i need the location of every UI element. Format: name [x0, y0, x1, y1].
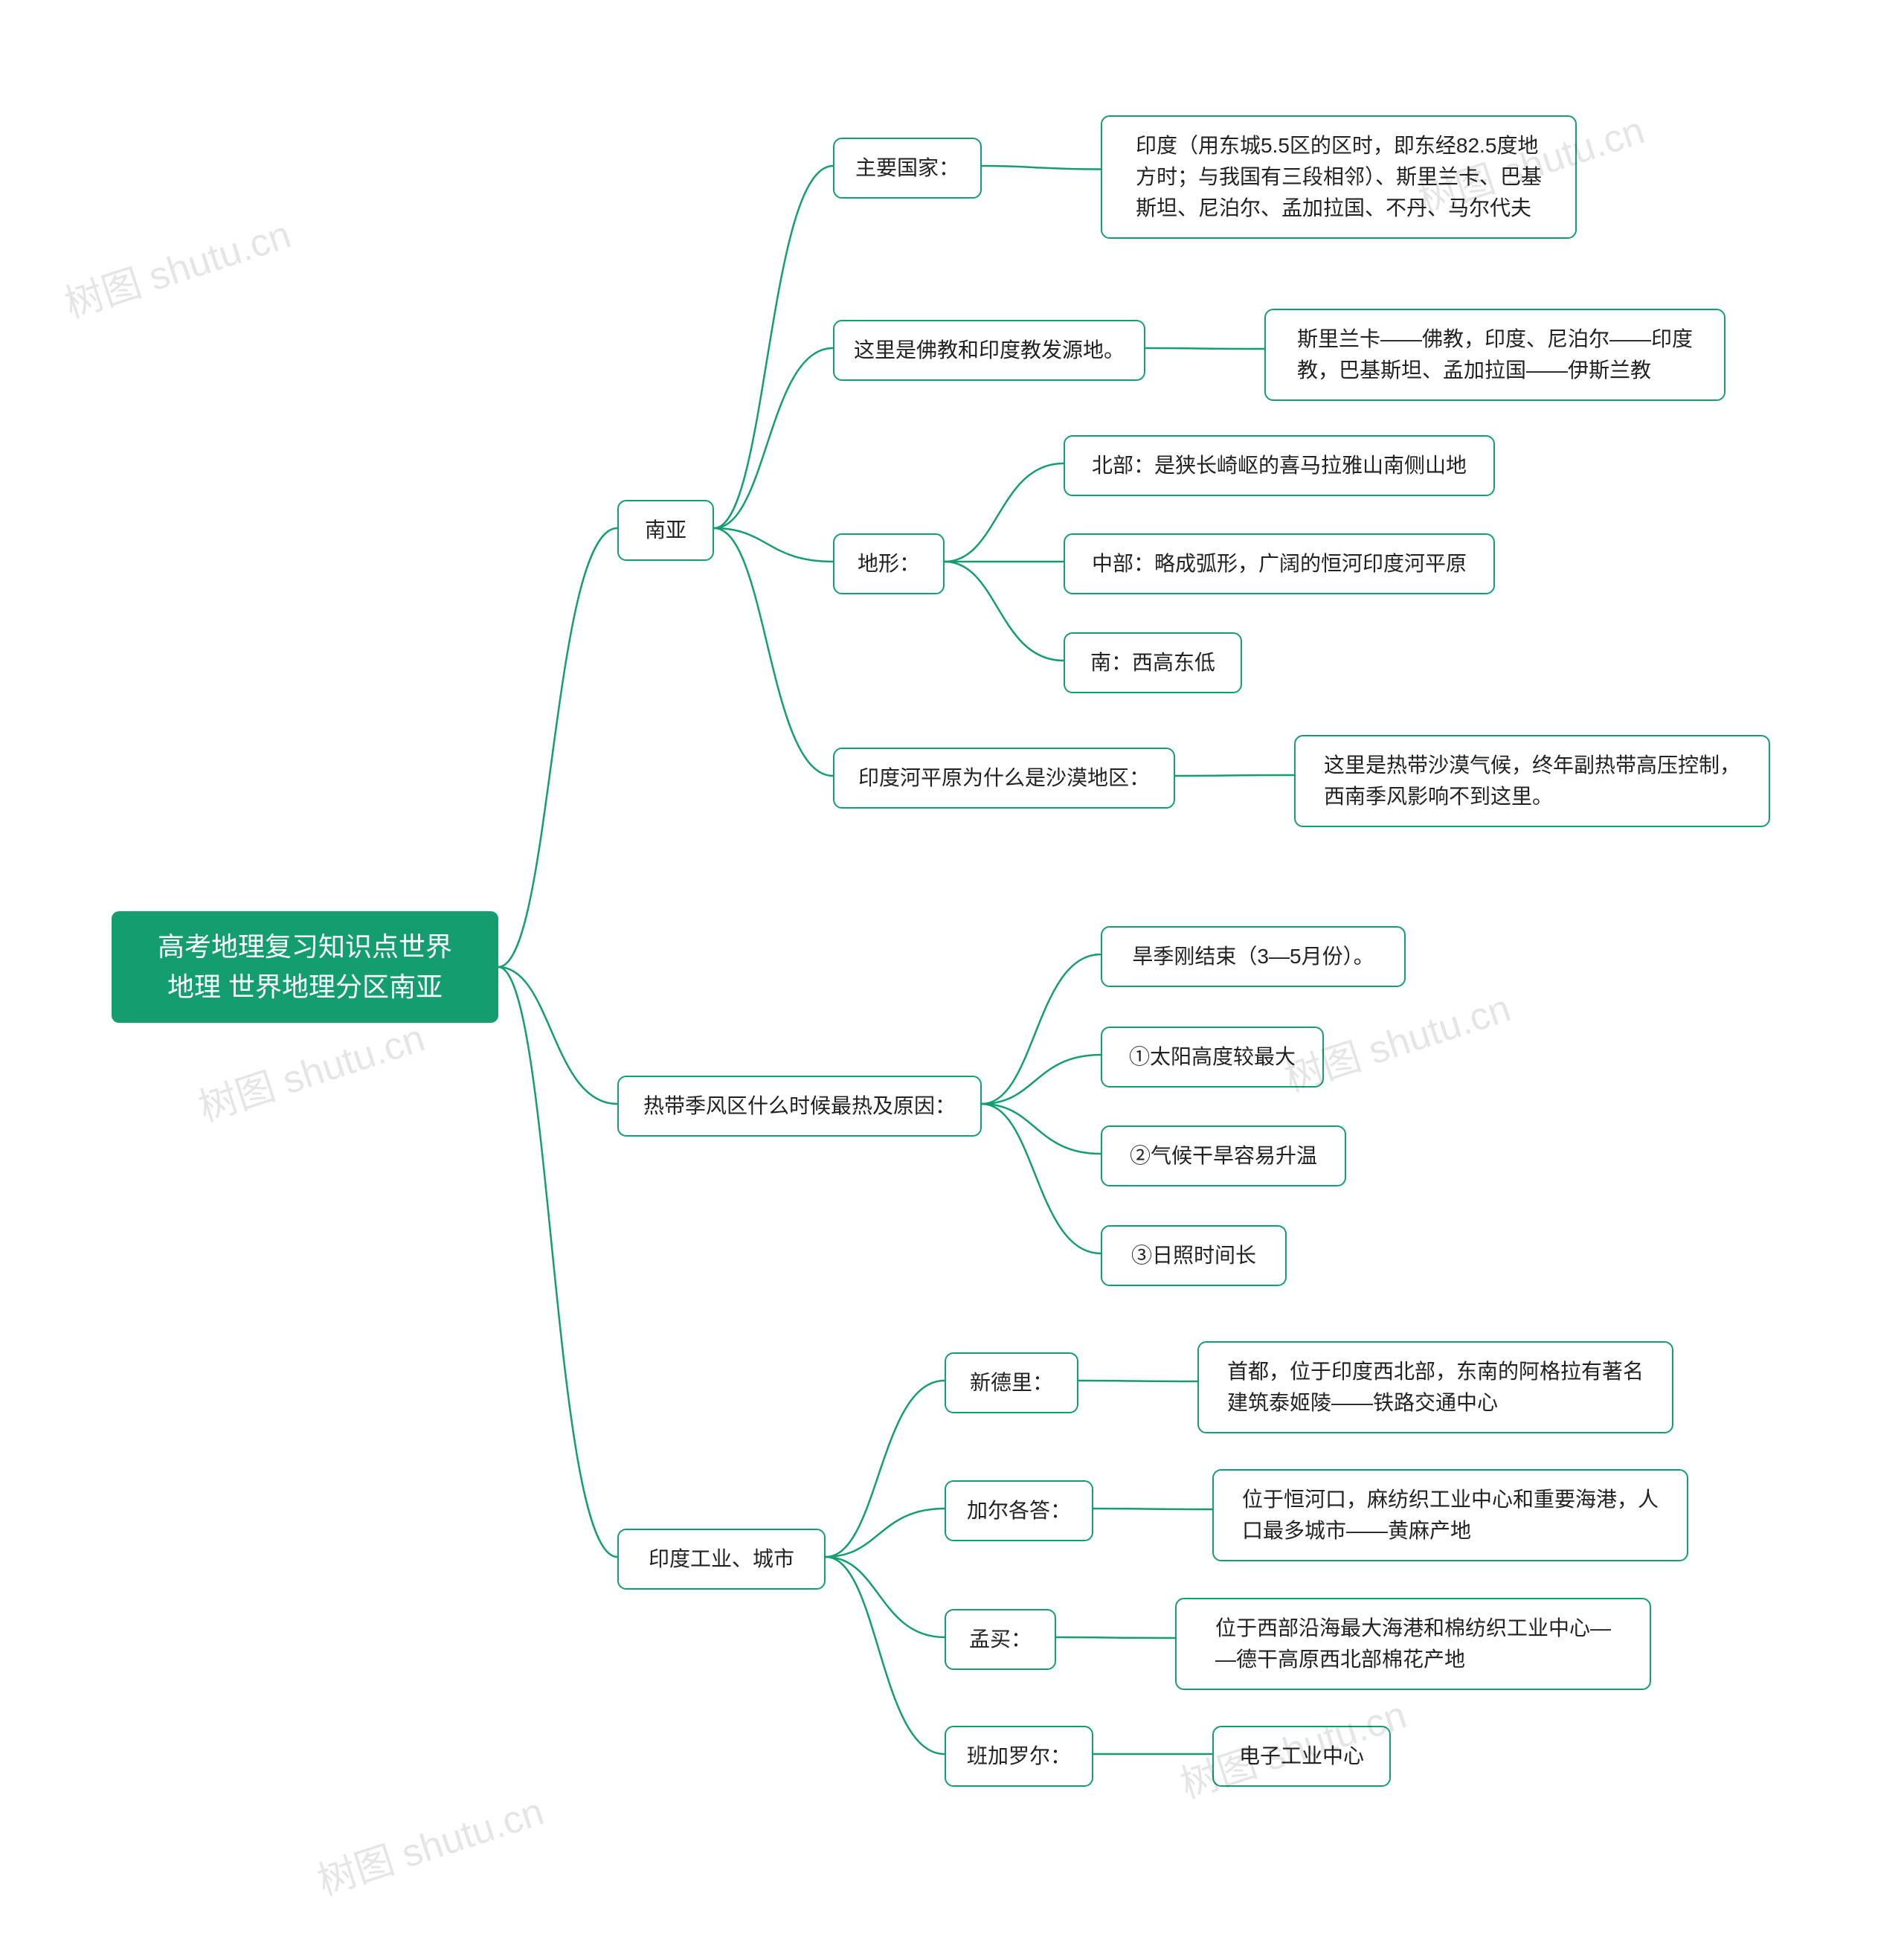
node-l2_a4: 印度河平原为什么是沙漠地区：: [833, 748, 1175, 809]
connector-l1_b-l2_b3: [982, 1104, 1101, 1154]
connector-l1_a-l2_a2: [714, 348, 833, 528]
node-l3_c3: 位于西部沿海最大海港和棉纺织工业中心——德干高原西北部棉花产地: [1175, 1598, 1651, 1690]
connector-l2_a4-l3_a4: [1175, 775, 1294, 776]
connector-l1_b-l2_b4: [982, 1104, 1101, 1253]
node-l2_c4: 班加罗尔：: [945, 1726, 1093, 1787]
node-l3_c4: 电子工业中心: [1212, 1726, 1391, 1787]
connector-l1_c-l2_c1: [826, 1381, 945, 1557]
node-l3_a3b: 中部：略成弧形，广阔的恒河印度河平原: [1064, 533, 1495, 594]
node-l2_b3: ②气候干旱容易升温: [1101, 1125, 1346, 1186]
node-l3_a4: 这里是热带沙漠气候，终年副热带高压控制，西南季风影响不到这里。: [1294, 735, 1770, 827]
connector-root-l1_a: [498, 528, 617, 967]
node-l3_a1: 印度（用东城5.5区的区时，即东经82.5度地方时；与我国有三段相邻）、斯里兰卡…: [1101, 115, 1577, 239]
node-l2_c1: 新德里：: [945, 1352, 1078, 1413]
node-l1_b: 热带季风区什么时候最热及原因：: [617, 1076, 982, 1137]
connector-l1_b-l2_b2: [982, 1055, 1101, 1104]
node-l2_b4: ③日照时间长: [1101, 1225, 1287, 1286]
connector-l1_a-l2_a3: [714, 528, 833, 562]
connector-l2_c3-l3_c3: [1056, 1637, 1175, 1638]
watermark-0: 树图 shutu.cn: [57, 203, 297, 329]
connector-l1_c-l2_c4: [826, 1557, 945, 1754]
node-root: 高考地理复习知识点世界地理 世界地理分区南亚: [112, 911, 498, 1023]
node-l2_a2: 这里是佛教和印度教发源地。: [833, 320, 1145, 381]
node-l3_a3c: 南：西高东低: [1064, 632, 1242, 693]
watermark-2: 树图 shutu.cn: [190, 1006, 431, 1132]
node-l3_a2: 斯里兰卡——佛教，印度、尼泊尔——印度教，巴基斯坦、孟加拉国——伊斯兰教: [1264, 309, 1726, 401]
connector-l1_c-l2_c2: [826, 1509, 945, 1557]
connector-l1_a-l2_a4: [714, 528, 833, 776]
connector-root-l1_b: [498, 967, 617, 1104]
node-l2_a3: 地形：: [833, 533, 945, 594]
node-l2_b1: 旱季刚结束（3—5月份）。: [1101, 926, 1406, 987]
node-l2_c2: 加尔各答：: [945, 1480, 1093, 1541]
connector-l1_c-l2_c3: [826, 1557, 945, 1637]
node-l1_a: 南亚: [617, 500, 714, 561]
connector-l2_a1-l3_a1: [982, 166, 1101, 170]
node-l3_c2: 位于恒河口，麻纺织工业中心和重要海港，人口最多城市——黄麻产地: [1212, 1469, 1688, 1561]
node-l2_a1: 主要国家：: [833, 138, 982, 199]
connector-l1_a-l2_a1: [714, 166, 833, 528]
node-l1_c: 印度工业、城市: [617, 1529, 826, 1590]
node-l2_c3: 孟买：: [945, 1609, 1056, 1670]
connector-l1_b-l2_b1: [982, 954, 1101, 1104]
connector-l2_a3-l3_a3a: [945, 463, 1064, 562]
node-l3_c1: 首都，位于印度西北部，东南的阿格拉有著名建筑泰姬陵——铁路交通中心: [1197, 1341, 1673, 1433]
node-l2_b2: ①太阳高度较最大: [1101, 1027, 1324, 1088]
connector-l2_a2-l3_a2: [1145, 348, 1264, 349]
watermark-4: 树图 shutu.cn: [309, 1780, 550, 1906]
connector-root-l1_c: [498, 967, 617, 1557]
node-l3_a3a: 北部：是狭长崎岖的喜马拉雅山南侧山地: [1064, 435, 1495, 496]
connector-l2_a3-l3_a3c: [945, 562, 1064, 661]
